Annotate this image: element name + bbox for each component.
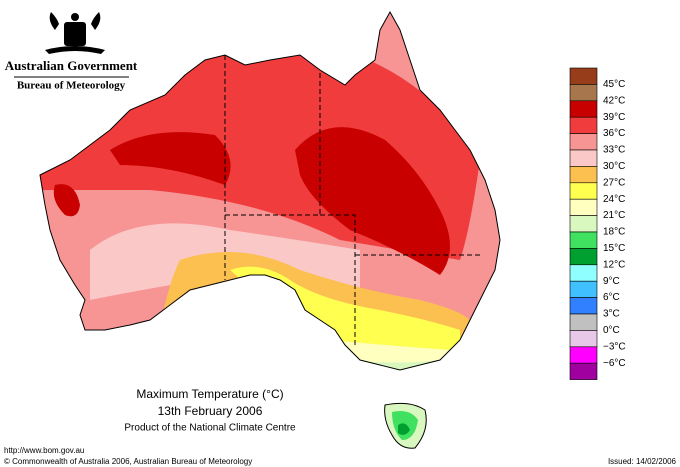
state-borders — [224, 55, 480, 345]
legend-label: 33°C — [603, 145, 625, 156]
legend-swatch — [569, 67, 598, 85]
legend-label: 15°C — [603, 243, 625, 254]
legend-swatch — [569, 346, 598, 364]
legend-swatch — [569, 313, 598, 331]
legend-label: 27°C — [603, 177, 625, 188]
legend-label: 45°C — [603, 79, 625, 90]
legend-swatch — [569, 166, 598, 184]
legend-swatch — [569, 149, 598, 167]
map-credit: Product of the National Climate Centre — [124, 423, 296, 434]
legend-swatch — [569, 215, 598, 233]
legend-label: 42°C — [603, 95, 625, 106]
legend-swatch — [569, 182, 598, 200]
legend-label: 3°C — [603, 309, 620, 320]
legend-swatch — [569, 248, 598, 266]
map-title: Maximum Temperature (°C) — [136, 387, 283, 401]
agency-subtitle: Bureau of Meteorology — [17, 80, 126, 92]
legend-label: 30°C — [603, 161, 625, 172]
legend-label: −3°C — [603, 341, 626, 352]
legend-swatch — [569, 231, 598, 249]
legend-label: 39°C — [603, 112, 625, 123]
legend-swatch — [569, 84, 598, 102]
tasmania — [384, 402, 427, 449]
map-date: 13th February 2006 — [158, 404, 263, 418]
legend-swatch — [569, 280, 598, 298]
legend: 45°C 42°C 39°C 36°C 33°C 30°C 27°C 24°C 21°C 18°C… — [569, 67, 626, 380]
legend-swatch — [569, 100, 598, 118]
agency-title: Australian Government — [5, 58, 138, 73]
emblem — [45, 12, 105, 54]
legend-label: 0°C — [603, 325, 620, 336]
legend-swatch — [569, 264, 598, 282]
legend-label: 36°C — [603, 128, 625, 139]
legend-label: 21°C — [603, 210, 625, 221]
legend-label: 9°C — [603, 276, 620, 287]
legend-label: 6°C — [603, 292, 620, 303]
legend-swatch — [569, 297, 598, 315]
legend-swatch — [569, 330, 598, 348]
legend-swatch — [569, 362, 598, 380]
legend-label: 24°C — [603, 194, 625, 205]
legend-swatch — [569, 198, 598, 216]
legend-label: 12°C — [603, 259, 625, 270]
footer-issued: Issued: 14/02/2006 — [608, 457, 677, 466]
footer-copyright: © Commonwealth of Australia 2006, Austra… — [4, 457, 252, 466]
legend-label: 18°C — [603, 227, 625, 238]
legend-label: −6°C — [603, 358, 626, 369]
legend-swatch — [569, 133, 598, 151]
legend-swatch — [569, 116, 598, 134]
footer-url: http://www.bom.gov.au — [4, 446, 84, 455]
